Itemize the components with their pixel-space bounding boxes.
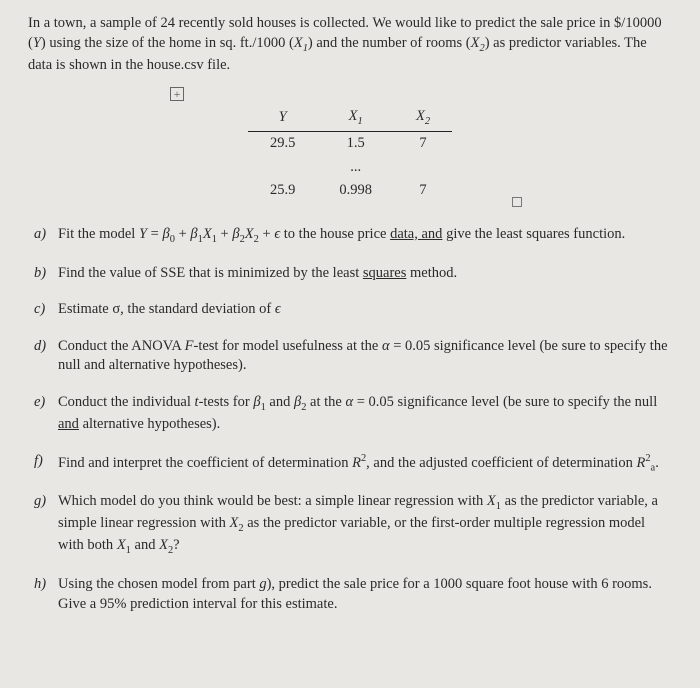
question-body: Conduct the individual t-tests for β1 an… xyxy=(58,393,672,435)
col-Y: Y xyxy=(248,105,317,131)
table-header-row: Y X1 X2 xyxy=(248,105,452,131)
marker: d) xyxy=(34,337,58,357)
intro-text: In a town, a sample of 24 recently sold … xyxy=(28,15,563,31)
marker: f) xyxy=(34,452,58,472)
table-row: 25.9 0.998 7 xyxy=(248,179,452,203)
var-X2: X2 xyxy=(471,35,485,51)
intro-text: ) using the size of the home in sq. ft./… xyxy=(41,35,294,51)
marker: a) xyxy=(34,225,58,245)
question-c: c) Estimate σ, the standard deviation of… xyxy=(34,300,672,320)
col-X1: X1 xyxy=(317,105,394,131)
expand-icon[interactable]: + xyxy=(170,87,184,101)
marker: h) xyxy=(34,575,58,595)
marker: b) xyxy=(34,264,58,284)
question-h: h) Using the chosen model from part g), … xyxy=(34,575,672,614)
marker: e) xyxy=(34,393,58,413)
data-table: Y X1 X2 29.5 1.5 7 ... 25.9 0.998 7 xyxy=(248,105,452,203)
intro-paragraph: In a town, a sample of 24 recently sold … xyxy=(28,14,672,75)
question-g: g) Which model do you think would be bes… xyxy=(34,492,672,558)
question-body: Using the chosen model from part g), pre… xyxy=(58,575,672,614)
question-body: Find and interpret the coefficient of de… xyxy=(58,452,672,476)
resize-handle-icon[interactable] xyxy=(512,197,522,207)
question-f: f) Find and interpret the coefficient of… xyxy=(34,452,672,476)
question-body: Which model do you think would be best: … xyxy=(58,492,672,558)
var-Y: Y xyxy=(33,35,41,51)
col-X2: X2 xyxy=(394,105,452,131)
question-a: a) Fit the model Y = β0 + β1X1 + β2X2 + … xyxy=(34,225,672,247)
question-body: Estimate σ, the standard deviation of ϵ xyxy=(58,300,672,320)
table-row: 29.5 1.5 7 xyxy=(248,132,452,156)
table-row-ellipsis: ... xyxy=(248,156,452,180)
marker: c) xyxy=(34,300,58,320)
question-body: Conduct the ANOVA F-test for model usefu… xyxy=(58,337,672,376)
data-table-wrap: + Y X1 X2 29.5 1.5 7 ... 25.9 0.998 7 xyxy=(28,89,672,203)
question-b: b) Find the value of SSE that is minimiz… xyxy=(34,264,672,284)
question-e: e) Conduct the individual t-tests for β1… xyxy=(34,393,672,435)
question-body: Fit the model Y = β0 + β1X1 + β2X2 + ϵ t… xyxy=(58,225,672,247)
question-d: d) Conduct the ANOVA F-test for model us… xyxy=(34,337,672,376)
marker: g) xyxy=(34,492,58,512)
var-X1: X1 xyxy=(294,35,308,51)
question-list: a) Fit the model Y = β0 + β1X1 + β2X2 + … xyxy=(28,225,672,615)
intro-text: rooms ( xyxy=(426,35,471,51)
question-body: Find the value of SSE that is minimized … xyxy=(58,264,672,284)
intro-text: ) and the number of xyxy=(308,35,422,51)
